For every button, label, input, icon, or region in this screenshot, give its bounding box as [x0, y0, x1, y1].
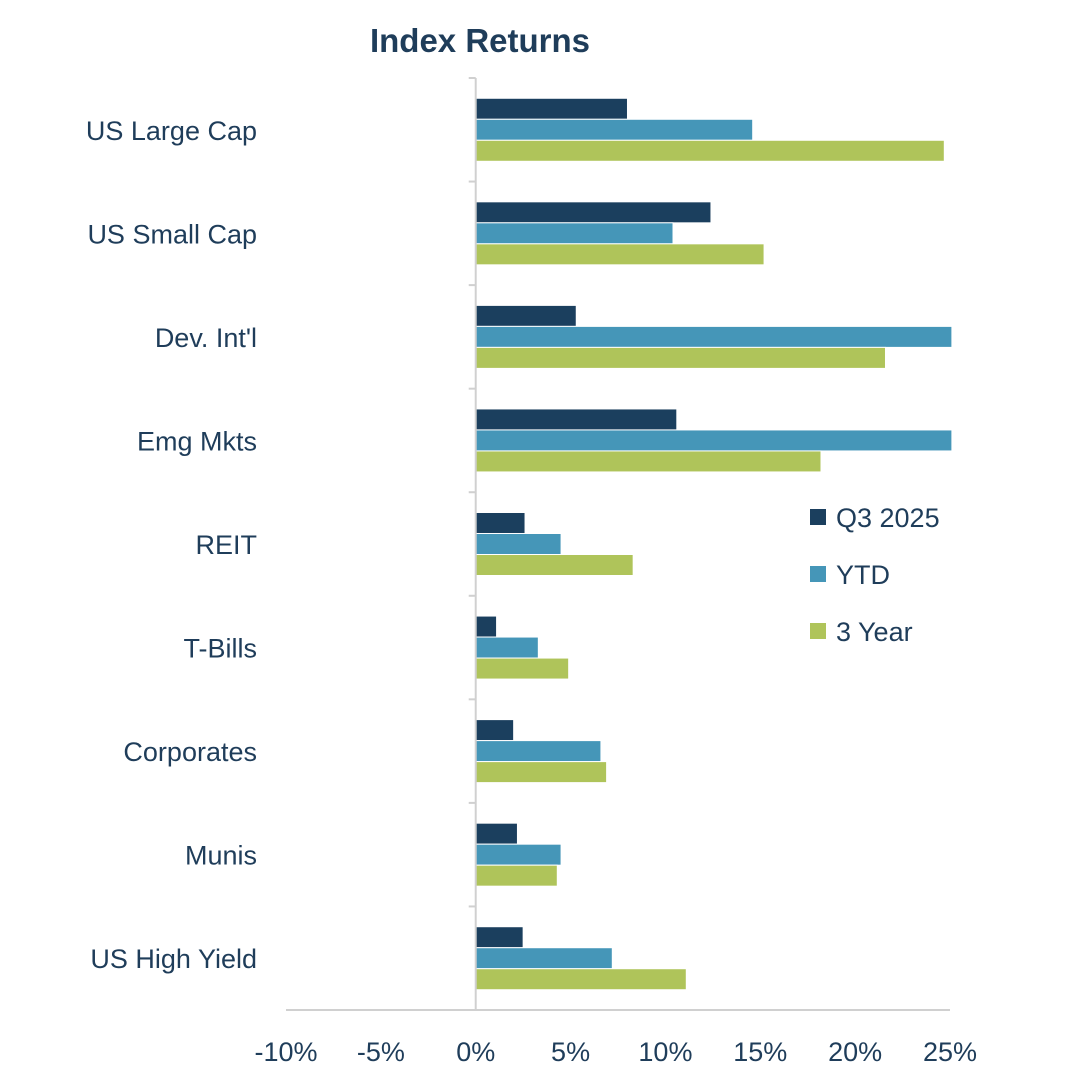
x-tick-label: 25%: [923, 1037, 977, 1067]
bars-layer: [475, 97, 953, 991]
category-label-dev-int-l: Dev. Int'l: [155, 323, 257, 353]
bar-us-small-cap-3-year: [475, 243, 765, 266]
axes-layer: [286, 77, 950, 1011]
bar-us-large-cap-q3-2025: [475, 97, 628, 120]
bar-us-high-yield-ytd: [475, 947, 613, 970]
bar-munis-ytd: [475, 843, 562, 866]
bar-us-large-cap-3-year: [475, 139, 945, 162]
x-tick-label: 15%: [733, 1037, 787, 1067]
bar-dev-int-l-ytd: [475, 325, 953, 348]
x-tick-label: 0%: [456, 1037, 495, 1067]
category-label-us-small-cap: US Small Cap: [87, 219, 257, 249]
bar-us-small-cap-ytd: [475, 222, 674, 245]
bar-corporates-q3-2025: [475, 719, 515, 742]
bar-t-bills-3-year: [475, 657, 570, 680]
bar-emg-mkts-ytd: [475, 429, 953, 452]
bar-corporates-ytd: [475, 740, 602, 763]
legend-label-3-year: 3 Year: [836, 617, 913, 647]
x-tick-label: -5%: [357, 1037, 405, 1067]
bar-reit-q3-2025: [475, 512, 526, 534]
bar-us-large-cap-ytd: [475, 118, 754, 141]
legend-swatch-q3-2025: [810, 509, 826, 525]
bar-t-bills-ytd: [475, 636, 539, 659]
bar-corporates-3-year: [475, 761, 608, 784]
legend-swatch-ytd: [810, 566, 826, 582]
category-label-corporates: Corporates: [123, 737, 257, 767]
bar-emg-mkts-3-year: [475, 450, 822, 473]
x-tick-label: -10%: [254, 1037, 317, 1067]
bar-us-high-yield-3-year: [475, 968, 687, 991]
x-tick-labels: -10% -5% 0% 5% 10% 15% 20% 25%: [254, 1037, 977, 1067]
category-label-us-high-yield: US High Yield: [90, 944, 257, 974]
bar-dev-int-l-3-year: [475, 346, 886, 369]
bar-munis-q3-2025: [475, 822, 518, 845]
legend-swatch-3-year: [810, 623, 826, 639]
category-labels: US Large Cap US Small Cap Dev. Int'l Emg Mk…: [86, 116, 257, 974]
category-label-munis: Munis: [185, 841, 257, 871]
category-label-t-bills: T-Bills: [184, 634, 258, 664]
bar-emg-mkts-q3-2025: [475, 408, 678, 431]
bar-us-high-yield-q3-2025: [475, 926, 524, 949]
category-label-us-large-cap: US Large Cap: [86, 116, 257, 146]
legend: Q3 2025 YTD 3 Year: [810, 503, 940, 647]
category-label-emg-mkts: Emg Mkts: [137, 426, 257, 456]
category-label-reit: REIT: [195, 530, 257, 560]
x-tick-label: 20%: [828, 1037, 882, 1067]
bar-reit-ytd: [475, 533, 562, 555]
bar-dev-int-l-q3-2025: [475, 304, 577, 327]
bar-us-small-cap-q3-2025: [475, 201, 712, 224]
x-tick-label: 5%: [551, 1037, 590, 1067]
legend-label-q3-2025: Q3 2025: [836, 503, 940, 533]
legend-label-ytd: YTD: [836, 560, 890, 590]
chart-title: Index Returns: [370, 22, 590, 59]
bar-t-bills-q3-2025: [475, 615, 498, 638]
x-tick-label: 10%: [638, 1037, 692, 1067]
bar-reit-3-year: [475, 554, 634, 576]
bar-munis-3-year: [475, 864, 558, 887]
